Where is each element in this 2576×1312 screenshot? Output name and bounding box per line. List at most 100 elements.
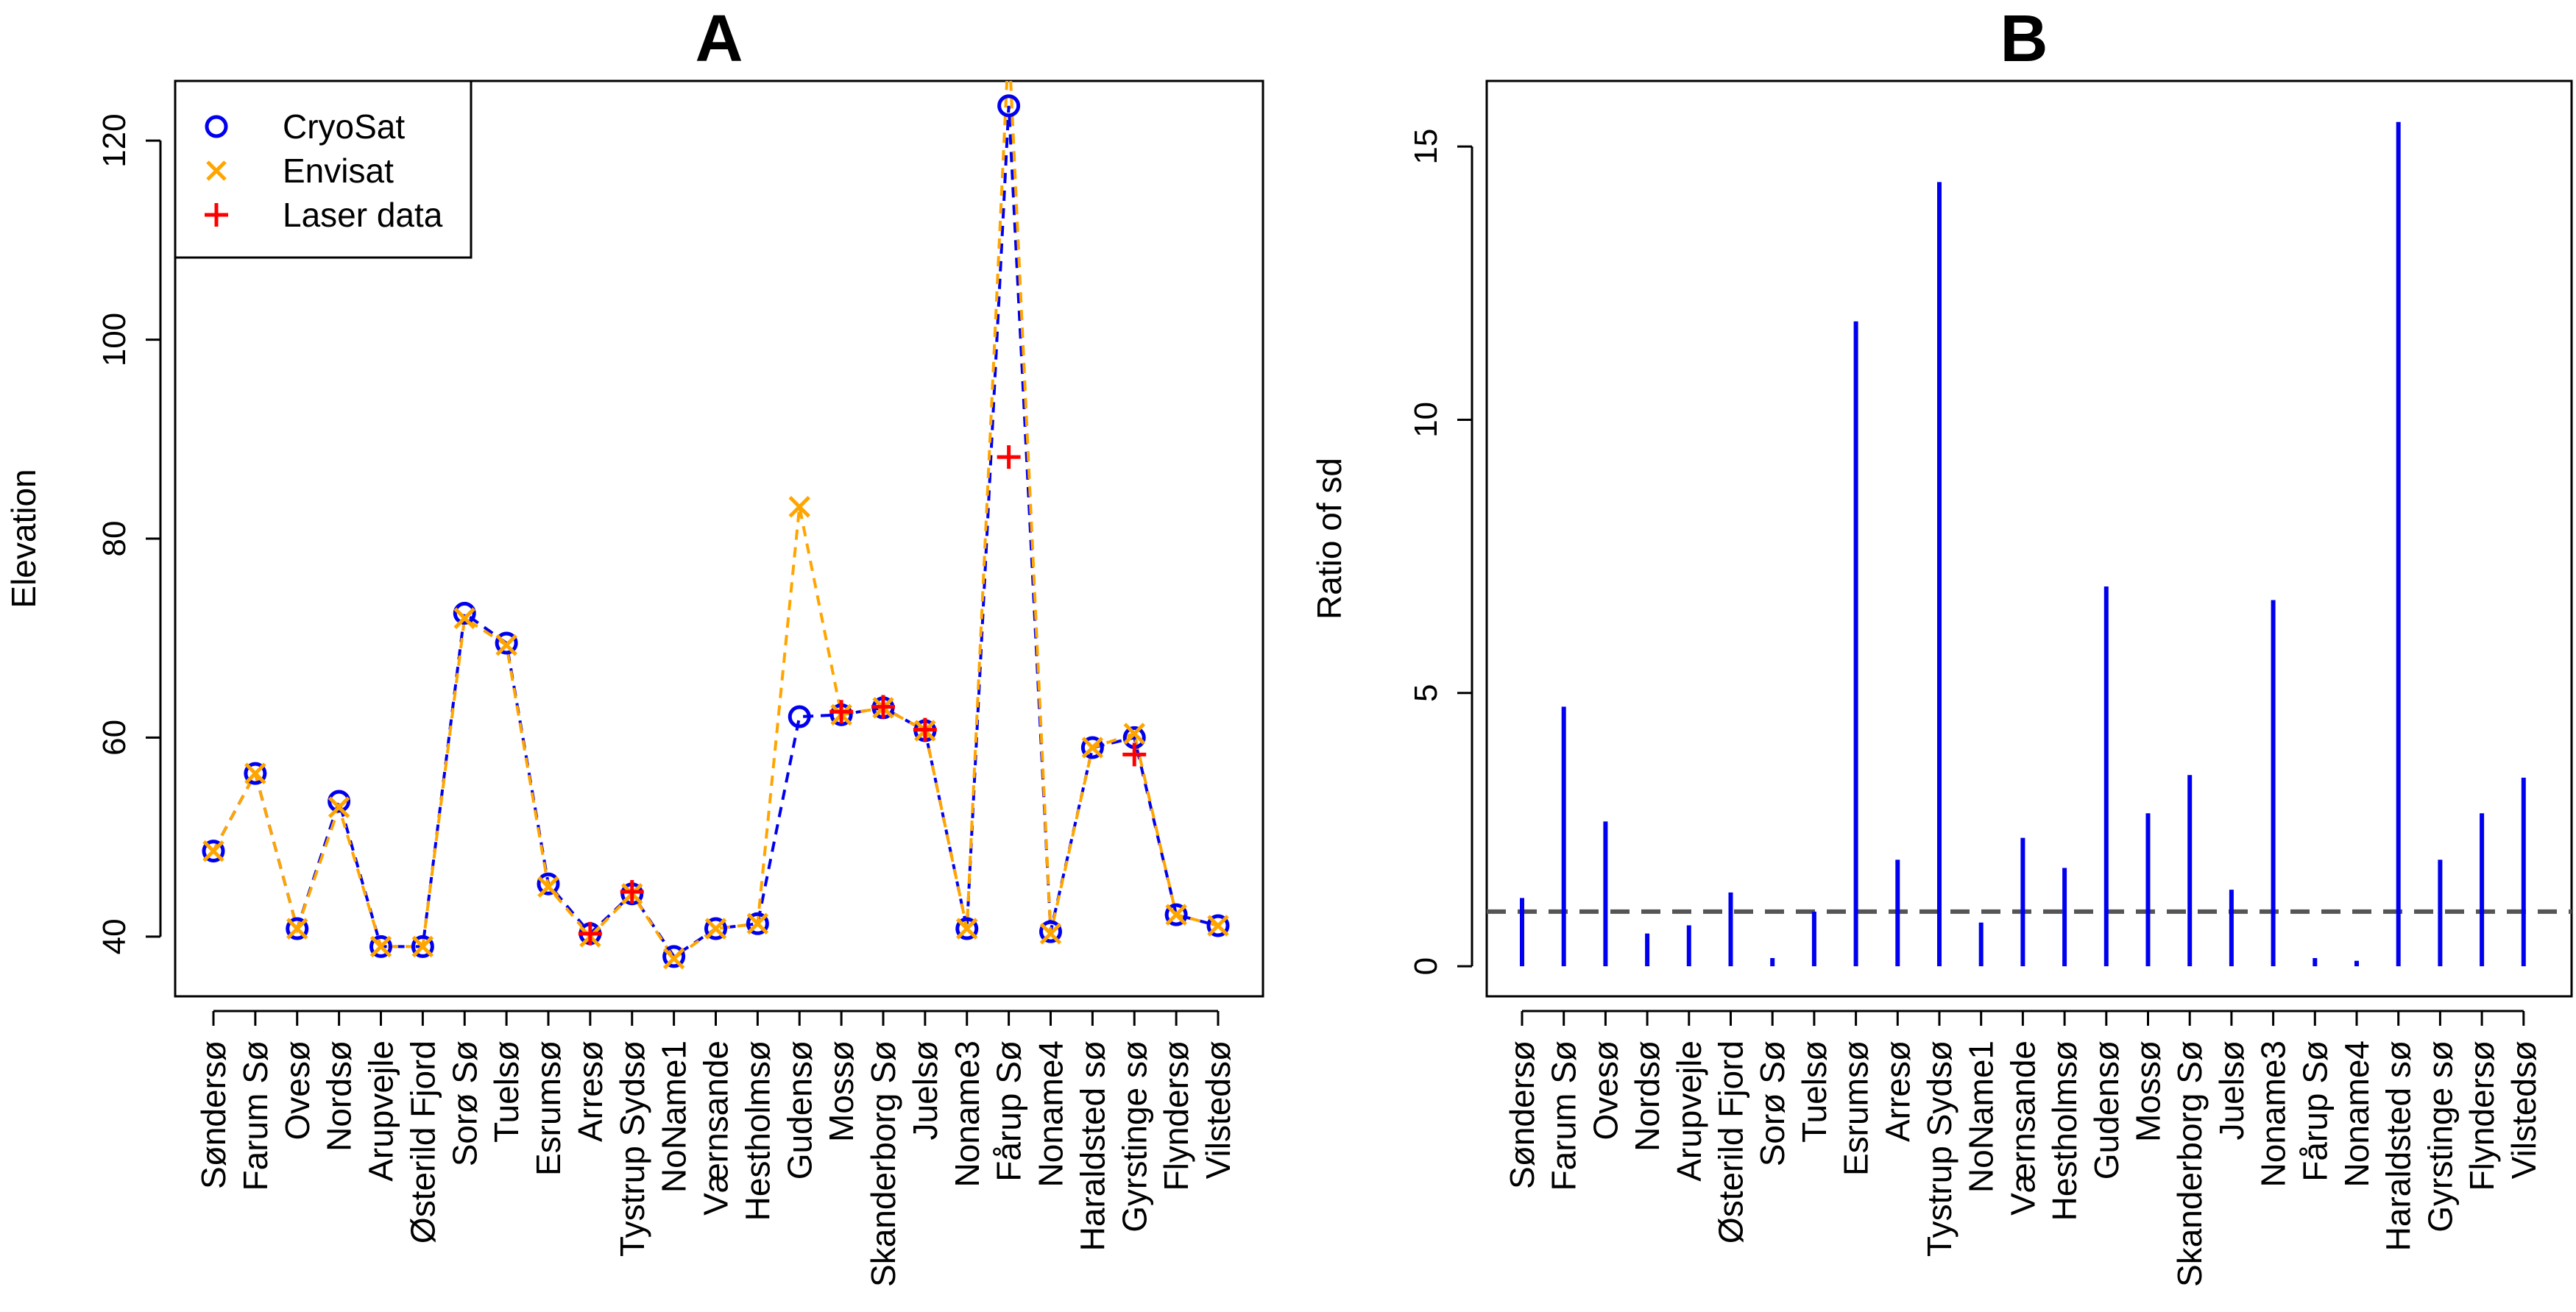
panel-b-x-label-farup-so: Fårup Sø bbox=[2296, 1040, 2334, 1182]
point-envisat-flynderso bbox=[1165, 904, 1187, 926]
panel-a-y-tick-label: 60 bbox=[96, 720, 132, 756]
panel-b-x-label-noname1: NoName1 bbox=[1962, 1040, 2000, 1193]
panel-a-x-label-farum-so: Farum Sø bbox=[236, 1040, 275, 1191]
panel-a-x-label-arupvejle: Arupvejle bbox=[362, 1040, 400, 1182]
panel-a-x-axis: Søndersø Farum Sø Ovesø Nordsø Arupvejle Øste… bbox=[194, 1010, 1237, 1287]
panel-a-x-label-hestholmso: Hestholmsø bbox=[738, 1040, 776, 1221]
panel-a-x-label-gyrstinge-so: Gyrstinge sø bbox=[1115, 1040, 1153, 1233]
point-laser-data-mosso bbox=[829, 700, 854, 724]
point-cryosat-flynderso bbox=[1164, 903, 1188, 926]
panel-b-y-tick-label: 15 bbox=[1408, 129, 1444, 165]
panel-b-x-label-hestholmso: Hestholmsø bbox=[2045, 1040, 2084, 1221]
panel-b-x-label-soro-so: Sorø Sø bbox=[1753, 1040, 1791, 1166]
point-envisat-sonderso bbox=[202, 840, 224, 862]
panel-b-y-tick-label: 10 bbox=[1408, 402, 1444, 438]
point-envisat-vilstedso bbox=[1207, 915, 1229, 937]
point-cryosat-farum-so bbox=[244, 762, 267, 785]
panel-b-plot-frame bbox=[1485, 79, 2573, 998]
panel-a-x-label-tystrup-sydso: Tystrup Sydsø bbox=[613, 1040, 651, 1257]
panel-a-y-tick-label: 120 bbox=[96, 113, 132, 167]
panel-a-x-label-noname1: NoName1 bbox=[655, 1040, 693, 1193]
legend-envisat-marker bbox=[206, 160, 227, 181]
point-cryosat-soro-so bbox=[453, 601, 476, 625]
point-cryosat-osterild-fjord bbox=[411, 935, 434, 958]
panel-b-x-axis: Søndersø Farum Sø Ovesø Nordsø Arupvejle Øste… bbox=[1503, 1010, 2543, 1287]
panel-a: A Elevation 40 60 80 100 120 Søndersø Farum S… bbox=[4, 2, 1264, 1287]
panel-b-x-label-haraldsted-so: Haraldsted sø bbox=[2379, 1040, 2418, 1251]
panel-b-x-label-nordso: Nordsø bbox=[1628, 1040, 1666, 1152]
point-cryosat-oveso bbox=[286, 917, 309, 940]
panel-b-x-label-gudenso: Gudensø bbox=[2087, 1040, 2126, 1180]
panel-b-x-label-tystrup-sydso: Tystrup Sydsø bbox=[1920, 1040, 1958, 1257]
point-envisat-tuelso bbox=[495, 634, 517, 656]
point-envisat-gudenso bbox=[788, 495, 811, 518]
panel-a-x-label-sonderso: Søndersø bbox=[194, 1040, 233, 1189]
point-cryosat-noname3 bbox=[955, 917, 979, 940]
panel-a-x-label-skanderborg-so: Skanderborg Sø bbox=[864, 1040, 902, 1287]
point-laser-data-farup-so bbox=[997, 445, 1021, 469]
panel-a-x-label-arreso: Arresø bbox=[571, 1040, 609, 1142]
point-cryosat-sonderso bbox=[202, 840, 225, 863]
panel-b-x-label-osterild-fjord: Østerild Fjord bbox=[1712, 1040, 1750, 1244]
panel-a-x-label-tuelso: Tuelsø bbox=[487, 1040, 526, 1143]
point-cryosat-esrumso bbox=[537, 872, 560, 896]
panel-a-x-label-esrumso: Esrumsø bbox=[529, 1040, 567, 1176]
panel-a-x-label-farup-so: Fårup Sø bbox=[990, 1040, 1028, 1182]
panel-b-x-label-noname4: Noname4 bbox=[2338, 1040, 2376, 1187]
point-cryosat-tuelso bbox=[495, 631, 518, 655]
panel-b-x-label-arupvejle: Arupvejle bbox=[1670, 1040, 1708, 1182]
point-envisat-noname1 bbox=[662, 947, 685, 970]
panel-b-y-axis-label: Ratio of sd bbox=[1310, 458, 1348, 620]
legend-cryosat-marker bbox=[205, 115, 228, 138]
panel-b-x-label-vilstedso: Vilstedsø bbox=[2505, 1040, 2543, 1179]
panel-b-x-label-skanderborg-so: Skanderborg Sø bbox=[2170, 1040, 2209, 1287]
point-cryosat-noname4 bbox=[1039, 920, 1062, 943]
panel-b-x-label-vaernsande: Værnsande bbox=[2003, 1040, 2042, 1216]
panel-b-x-label-tuelso: Tuelsø bbox=[1795, 1040, 1833, 1143]
point-laser-data-arreso bbox=[578, 921, 602, 946]
panel-a-x-label-gudenso: Gudensø bbox=[780, 1040, 818, 1180]
panel-b-x-label-gyrstinge-so: Gyrstinge sø bbox=[2421, 1040, 2459, 1233]
panel-a-x-label-soro-so: Sorø Sø bbox=[445, 1040, 484, 1166]
panel-b-x-label-esrumso: Esrumsø bbox=[1837, 1040, 1875, 1176]
panel-b-x-label-mosso: Mossø bbox=[2129, 1040, 2168, 1142]
point-laser-data-tystrup-sydso bbox=[620, 880, 644, 904]
point-envisat-oveso bbox=[286, 918, 308, 940]
panel-b-x-label-sonderso: Søndersø bbox=[1503, 1040, 1541, 1189]
point-cryosat-nordso bbox=[328, 790, 351, 813]
point-laser-data-juelso bbox=[913, 717, 937, 742]
panel-a-y-axis-label: Elevation bbox=[4, 469, 43, 608]
point-envisat-osterild-fjord bbox=[411, 935, 434, 958]
panel-a-y-tick-label: 40 bbox=[96, 918, 132, 954]
panel-a-points bbox=[202, 32, 1230, 970]
point-cryosat-vilstedso bbox=[1206, 914, 1230, 937]
point-envisat-soro-so bbox=[453, 607, 476, 629]
panel-b-x-label-farum-so: Farum Sø bbox=[1545, 1040, 1583, 1191]
panel-a-x-label-vilstedso: Vilstedsø bbox=[1199, 1040, 1237, 1179]
point-cryosat-noname1 bbox=[662, 945, 686, 968]
legend-laser-label: Laser data bbox=[283, 196, 443, 234]
panel-b-x-label-oveso: Ovesø bbox=[1586, 1040, 1624, 1140]
panel-a-y-axis: 40 60 80 100 120 bbox=[96, 113, 162, 954]
point-cryosat-arupvejle bbox=[369, 935, 392, 958]
panel-a-plot-frame bbox=[174, 79, 1264, 998]
point-envisat-nordso bbox=[328, 796, 350, 818]
point-cryosat-haraldsted-so bbox=[1080, 736, 1104, 759]
point-cryosat-gudenso bbox=[788, 705, 811, 728]
point-envisat-farum-so bbox=[244, 762, 266, 784]
panel-b-y-tick-label: 0 bbox=[1408, 957, 1444, 975]
panel-a-y-tick-label: 100 bbox=[96, 313, 132, 366]
panel-a-x-label-juelso: Juelsø bbox=[906, 1040, 944, 1140]
panel-b-x-label-arreso: Arresø bbox=[1878, 1040, 1917, 1142]
panel-b-title: B bbox=[2000, 2, 2048, 76]
point-envisat-vaernsande bbox=[704, 918, 727, 940]
point-envisat-noname3 bbox=[955, 918, 978, 940]
legend-cryosat-label: CryoSat bbox=[283, 107, 405, 146]
point-envisat-farup-so bbox=[999, 32, 1019, 51]
panel-a-x-label-noname4: Noname4 bbox=[1032, 1040, 1070, 1187]
panel-b-x-label-noname3: Noname3 bbox=[2254, 1040, 2293, 1187]
panel-b-x-label-juelso: Juelsø bbox=[2212, 1040, 2251, 1140]
point-envisat-hestholmso bbox=[746, 912, 769, 935]
panel-a-x-label-nordso: Nordsø bbox=[320, 1040, 358, 1152]
